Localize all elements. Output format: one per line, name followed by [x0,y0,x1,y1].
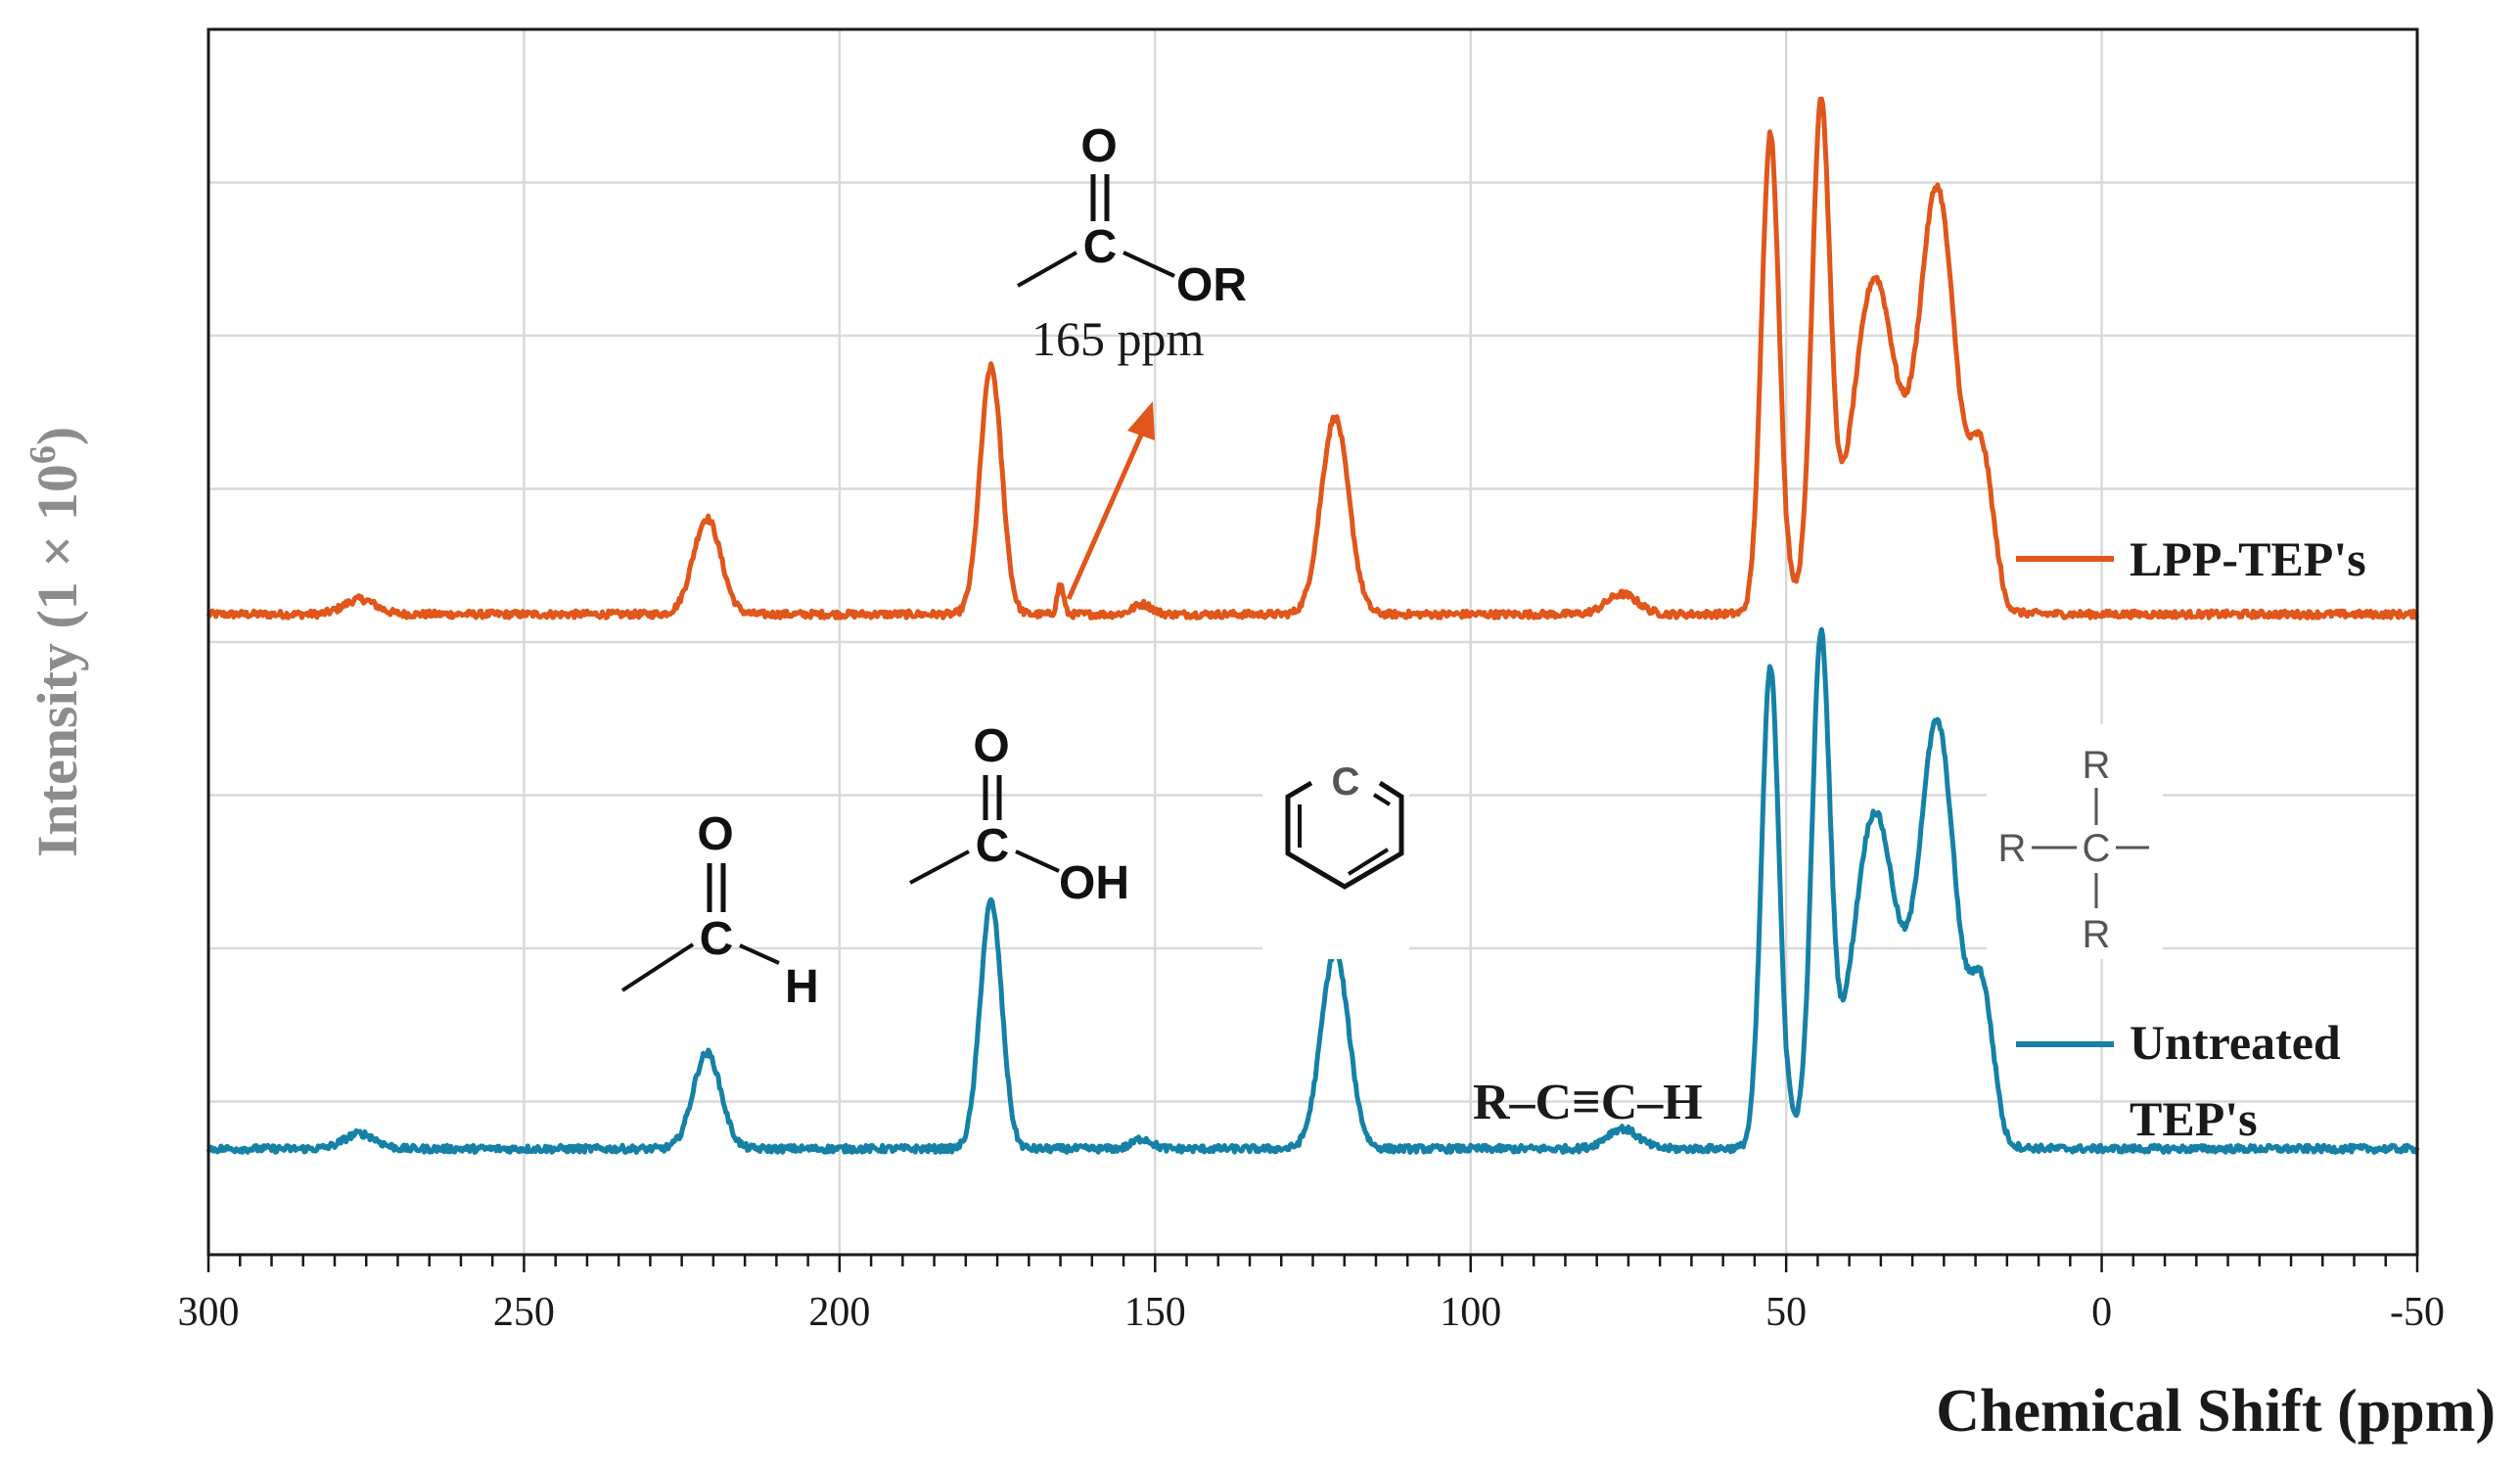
ester-ppm-label: 165 ppm [1031,311,1205,366]
alkyl-c-label: C [2083,827,2111,870]
x-tick-label: -50 [2390,1290,2445,1335]
alkyl-r-left: R [1998,827,2027,870]
ester-structure: O C OR 165 ppm [1017,120,1247,366]
x-tick-label: 50 [1765,1290,1807,1335]
aldehyde-structure: O C H [620,808,819,1013]
acid-oh-label: OH [1059,857,1129,909]
series-layer [206,96,2420,1155]
legend: LPP-TEP's Untreated TEP's [2016,531,2366,1146]
acid-c-label: C [976,820,1010,872]
legend-label-untreated-line2: TEP's [2130,1091,2258,1146]
x-tick-label: 250 [493,1290,555,1335]
y-axis-title-main: Intensity (1 × 10 [25,464,89,857]
aromatic-structure: C [1262,760,1409,959]
x-tick-label: 150 [1124,1290,1186,1335]
x-tick-label: 300 [178,1290,240,1335]
ester-o-label: O [1080,120,1117,172]
acid-structure: O C OH [909,720,1129,909]
alkyne-label: R–C≡C–H [1473,1075,1703,1130]
alkyl-structure: R R C R [1987,724,2163,959]
legend-label-untreated-line1: Untreated [2130,1015,2341,1070]
alkyl-r-bottom: R [2083,913,2111,956]
y-axis-title-close: ) [25,427,89,445]
acid-o-label: O [973,720,1009,772]
aromatic-c-label: C [1332,760,1360,804]
series-line-untreated [206,626,2420,1155]
x-axis-ticks: 300 250 200 150 100 50 0 -50 [178,1255,2445,1335]
x-axis-title: Chemical Shift (ppm) [1936,1378,2496,1445]
x-tick-label: 200 [808,1290,870,1335]
x-tick-label: 0 [2091,1290,2112,1335]
alkyl-r-top: R [2083,744,2111,787]
ester-arrow [1066,401,1155,601]
aldehyde-h-label: H [785,961,819,1013]
legend-label-lpp: LPP-TEP's [2130,531,2366,586]
ester-or-label: OR [1176,259,1247,311]
grid-lines [208,29,2417,1255]
aldehyde-c-label: C [700,913,734,965]
y-axis-title-sup: 6 [23,445,64,464]
ester-c-label: C [1083,221,1118,273]
aldehyde-o-label: O [697,808,733,860]
x-tick-label: 100 [1440,1290,1501,1335]
series-line-lpp [206,96,2420,620]
y-axis-title: Intensity (1 × 106) [23,427,89,857]
